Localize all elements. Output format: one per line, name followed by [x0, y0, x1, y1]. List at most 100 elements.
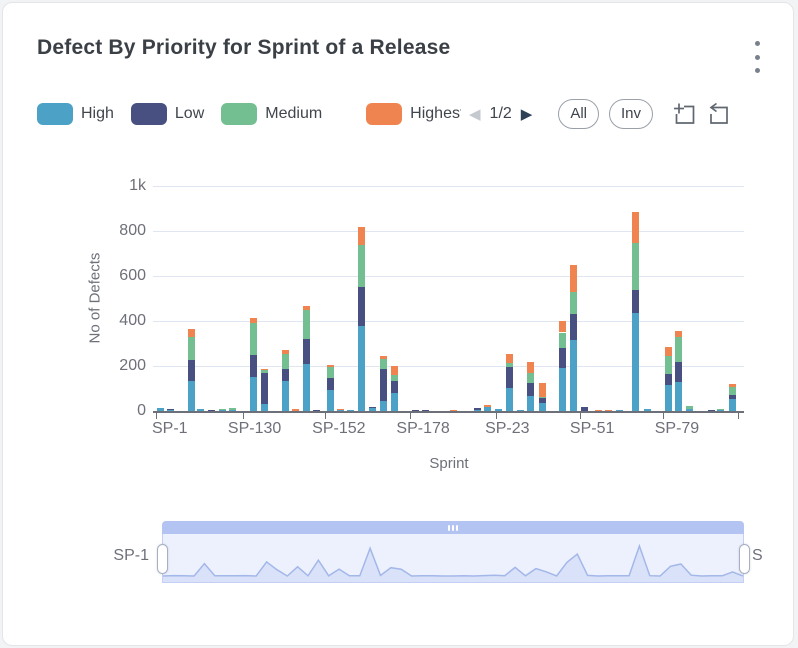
bar-stack[interactable] [313, 409, 321, 411]
bar-segment-highest [728, 384, 736, 387]
bar-stack[interactable] [411, 409, 419, 411]
legend-prev-icon[interactable]: ◀ [469, 105, 481, 123]
bar-stack[interactable] [303, 306, 311, 411]
bar-stack[interactable] [538, 383, 546, 411]
bar-stack[interactable] [707, 409, 715, 411]
bar-stack[interactable] [728, 384, 736, 411]
bar-stack[interactable] [527, 361, 535, 411]
legend: High Low Medium Highest [37, 103, 461, 125]
bar-stack[interactable] [421, 409, 429, 411]
bar-segment-highest [605, 409, 613, 411]
slider-left-handle[interactable] [156, 544, 168, 574]
bar-segment-highest [326, 365, 334, 368]
bar-segment-low [527, 383, 535, 396]
bar-segment-low [369, 406, 377, 408]
bar-stack[interactable] [326, 365, 334, 411]
bar-stack[interactable] [516, 409, 524, 411]
gridline [153, 366, 744, 367]
bar-stack[interactable] [716, 409, 724, 411]
bar-segment-highest [449, 409, 457, 411]
bar-stack[interactable] [675, 331, 683, 411]
bar-stack[interactable] [615, 409, 623, 411]
bar-segment-medium [559, 332, 566, 348]
bar-segment-medium [303, 309, 311, 339]
bar-stack[interactable] [605, 409, 613, 411]
bar-segment-highest [282, 350, 290, 354]
slider-right-handle[interactable] [738, 544, 750, 574]
bar-stack[interactable] [261, 369, 269, 411]
x-axis-tick [409, 413, 411, 419]
slider-data-shadow[interactable] [162, 534, 744, 583]
bar-stack[interactable] [218, 408, 226, 411]
bar-segment-medium [665, 355, 673, 374]
bar-segment-low [303, 338, 311, 364]
y-axis-tick-label: 200 [119, 357, 146, 374]
legend-next-icon[interactable]: ▶ [520, 105, 533, 123]
bar-segment-high [506, 388, 514, 411]
legend-swatch [366, 103, 403, 125]
select-all-button[interactable]: All [558, 99, 600, 129]
legend-item-high[interactable]: High [37, 103, 114, 125]
gridline [153, 276, 744, 277]
bar-segment-low [728, 394, 736, 399]
bar-stack[interactable] [292, 409, 300, 411]
bar-segment-medium [250, 323, 258, 355]
zoom-select-icon[interactable] [671, 101, 697, 127]
bar-stack[interactable] [685, 405, 693, 411]
data-zoom-slider[interactable] [156, 521, 750, 583]
bar-stack[interactable] [156, 408, 164, 411]
legend-item-highest[interactable]: Highest [366, 103, 461, 125]
bar-stack[interactable] [570, 264, 578, 411]
gridline [153, 231, 744, 232]
bar-stack[interactable] [473, 408, 481, 411]
bar-stack[interactable] [187, 328, 195, 411]
bar-stack[interactable] [250, 317, 258, 411]
bar-stack[interactable] [197, 408, 205, 411]
legend-item-low[interactable]: Low [130, 103, 204, 125]
bar-stack[interactable] [390, 366, 398, 411]
bar-segment-medium [675, 336, 683, 362]
bar-segment-highest [665, 346, 673, 356]
bar-stack[interactable] [336, 409, 344, 411]
y-axis-tick-label: 1k [129, 177, 146, 194]
bar-segment-high [685, 409, 693, 411]
bar-stack[interactable] [581, 406, 589, 411]
bar-stack[interactable] [595, 409, 603, 411]
bar-segment-high [615, 409, 623, 411]
bar-stack[interactable] [379, 355, 387, 411]
bar-segment-highest [675, 331, 683, 337]
bar-stack[interactable] [208, 409, 215, 411]
bar-segment-highest [358, 226, 366, 245]
bar-stack[interactable] [369, 406, 377, 411]
bar-stack[interactable] [346, 409, 354, 411]
slider-drag-bar[interactable] [162, 521, 744, 534]
bar-stack[interactable] [483, 405, 491, 411]
bar-segment-high [570, 340, 578, 411]
bar-stack[interactable] [631, 211, 639, 411]
x-axis-title: Sprint [429, 455, 469, 472]
bar-stack[interactable] [494, 408, 502, 411]
bar-stack[interactable] [167, 409, 175, 411]
bar-segment-high [167, 410, 175, 411]
zoom-reset-icon[interactable] [705, 101, 731, 127]
bar-segment-medium [187, 337, 195, 360]
bar-stack[interactable] [559, 321, 566, 411]
bar-segment-highest [595, 409, 603, 411]
bar-stack[interactable] [506, 354, 514, 411]
bar-stack[interactable] [449, 409, 457, 411]
legend-item-medium[interactable]: Medium [221, 103, 322, 125]
invert-selection-button[interactable]: Inv [609, 99, 654, 129]
bar-segment-high [303, 363, 311, 411]
slider-sparkline-line [163, 543, 743, 577]
bar-segment-low [167, 409, 175, 411]
bar-stack[interactable] [229, 408, 237, 411]
bar-stack[interactable] [282, 350, 290, 411]
bar-stack[interactable] [644, 409, 652, 411]
bar-segment-low [538, 398, 546, 404]
bar-stack[interactable] [358, 226, 366, 411]
bar-stack[interactable] [665, 346, 673, 411]
kebab-menu-icon[interactable] [749, 41, 765, 73]
x-axis-tick [324, 413, 326, 419]
